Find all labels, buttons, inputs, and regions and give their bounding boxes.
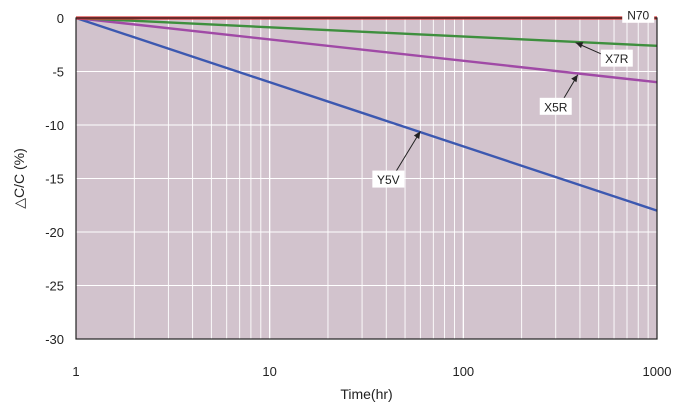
callout-label-bg-x5r bbox=[539, 97, 572, 115]
callout-leader-y5v bbox=[395, 131, 421, 172]
y-tick-label: -20 bbox=[45, 225, 64, 240]
y-tick-label: -25 bbox=[45, 279, 64, 294]
plot-frame bbox=[75, 17, 658, 340]
callout-label-bg-y5v bbox=[372, 170, 405, 188]
x-tick-label: 10 bbox=[262, 364, 276, 379]
callout-arrow-x7r bbox=[575, 42, 584, 49]
callout-label-y5v: Y5V bbox=[377, 173, 400, 187]
x-tick-label: 1 bbox=[72, 364, 79, 379]
y-tick-label: -15 bbox=[45, 172, 64, 187]
callout-arrow-y5v bbox=[413, 131, 421, 140]
y-tick-label: -5 bbox=[52, 65, 64, 80]
y-tick-labels: 0 -5 -10 -15 -20 -25 -30 bbox=[45, 11, 64, 347]
callout-label-bg-n70 bbox=[622, 5, 655, 23]
callout-label-x7r: X7R bbox=[605, 52, 629, 66]
callout-label-x5r: X5R bbox=[544, 100, 568, 114]
callout-label-n70: N70 bbox=[627, 8, 649, 22]
y-tick-label: -30 bbox=[45, 332, 64, 347]
x-tick-labels: 1 10 100 1000 bbox=[72, 364, 671, 379]
callout-label-bg-x7r bbox=[600, 49, 633, 67]
y-tick-label: -10 bbox=[45, 118, 64, 133]
y-tick-label: 0 bbox=[57, 11, 64, 26]
x-tick-label: 1000 bbox=[643, 364, 672, 379]
series-line-y5v bbox=[75, 16, 658, 212]
series-line-x7r bbox=[75, 16, 658, 48]
y-axis-title: △C/C (%) bbox=[11, 148, 27, 209]
x-axis-title: Time(hr) bbox=[340, 386, 392, 402]
grid bbox=[76, 18, 657, 339]
series-line-x5r bbox=[75, 16, 658, 84]
callout-arrow-x5r bbox=[571, 74, 578, 83]
x-tick-label: 100 bbox=[452, 364, 474, 379]
callouts: N70 X7R X5R Y5V bbox=[372, 5, 655, 188]
